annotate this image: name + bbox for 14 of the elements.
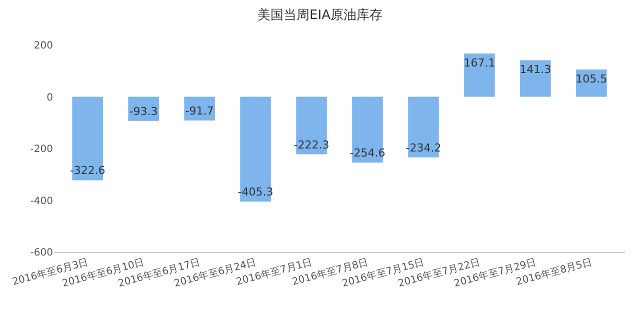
data-label: 105.5: [576, 72, 608, 86]
bar: [240, 96, 271, 202]
data-label: 167.1: [464, 56, 496, 70]
chart-title: 美国当周EIA原油库存: [258, 6, 382, 23]
y-tick-label: -400: [30, 196, 53, 207]
y-tick-label: -200: [30, 144, 53, 155]
y-tick-label: -600: [30, 248, 53, 258]
data-label: -93.3: [129, 104, 158, 118]
bar: [464, 54, 495, 97]
data-label: 141.3: [520, 63, 552, 76]
y-tick-label: 0: [46, 92, 53, 104]
y-tick-label: 200: [34, 40, 53, 52]
data-label: -91.7: [185, 104, 214, 118]
bar: [520, 60, 551, 97]
